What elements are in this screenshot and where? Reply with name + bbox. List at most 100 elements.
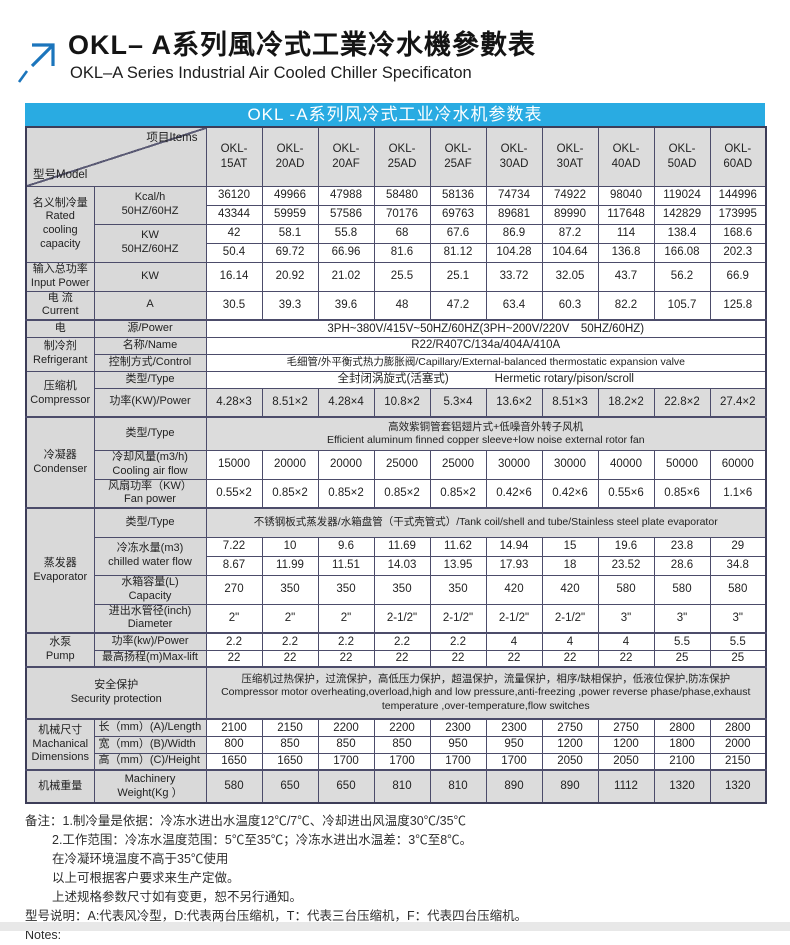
table-row: 8.67 11.99 11.51 14.03 13.95 17.93 18 23.52 28.6… — [26, 555, 767, 576]
data-cell: 1112 — [597, 769, 655, 804]
data-cell: 42 — [205, 223, 263, 244]
table-row: 最高扬程(m)Max-lift 22 22 22 22 22 22 22 22 25 25 — [26, 649, 767, 668]
data-cell: 8.67 — [205, 555, 263, 576]
row-label: KW 50HZ/60HZ — [93, 223, 207, 263]
data-cell: 2750 — [541, 718, 599, 737]
table-row: 宽（mm）(B)/Width 800 850 850 850 950 950 1200 120… — [26, 735, 767, 754]
data-cell: 89990 — [541, 204, 599, 225]
data-cell: 81.6 — [373, 242, 431, 263]
table-row: 电 源/Power 3PH~380V/415V~50HZ/60HZ(3PH~20… — [25, 319, 767, 338]
data-cell: 68 — [373, 223, 431, 244]
data-cell: 0.85×2 — [261, 478, 319, 509]
data-cell: 15000 — [205, 449, 263, 480]
data-cell: 1200 — [597, 735, 655, 754]
row-label: 制冷剂 Refrigerant — [25, 336, 95, 372]
data-cell: 18 — [541, 555, 599, 576]
data-cell: 3" — [597, 603, 655, 634]
data-cell: 5.5 — [653, 632, 711, 651]
data-cell: 2300 — [429, 718, 487, 737]
row-label: 功率(KW)/Power — [93, 387, 207, 418]
data-cell: 2000 — [709, 735, 767, 754]
data-cell: 144996 — [709, 185, 767, 206]
row-label: 源/Power — [93, 319, 207, 338]
data-cell: 22 — [597, 649, 655, 668]
data-cell: 47.2 — [429, 290, 487, 321]
bottom-strip — [0, 922, 790, 931]
corner-model-label: 型号Model — [33, 169, 88, 182]
data-cell: 800 — [205, 735, 263, 754]
row-label: 类型/Type — [93, 370, 207, 389]
data-cell: 43344 — [205, 204, 263, 225]
data-cell: 0.85×2 — [429, 478, 487, 509]
data-cell: 22 — [205, 649, 263, 668]
data-cell: 2200 — [373, 718, 431, 737]
data-cell: 14.03 — [373, 555, 431, 576]
data-cell: 2.2 — [205, 632, 263, 651]
table-row: 冷却风量(m3/h) Cooling air flow 15000 20000 20… — [26, 449, 767, 480]
data-cell: 11.51 — [317, 555, 375, 576]
data-cell: 119024 — [653, 185, 711, 206]
data-cell: 4.28×4 — [317, 387, 375, 418]
data-cell: 22 — [373, 649, 431, 668]
data-cell: 142829 — [653, 204, 711, 225]
data-cell: 3PH~380V/415V~50HZ/60HZ(3PH~200V/220V 50… — [205, 319, 767, 338]
data-cell: 350 — [261, 574, 319, 605]
data-cell: 63.4 — [485, 290, 543, 321]
data-cell: 580 — [653, 574, 711, 605]
data-cell: 1650 — [261, 752, 319, 771]
spec-table-wrap: OKL -A系列风冷式工业冷水机参数表 型号Model 项目Items OKL-… — [25, 103, 767, 804]
data-cell: 2" — [205, 603, 263, 634]
data-cell: 86.9 — [485, 223, 543, 244]
data-cell: 104.64 — [541, 242, 599, 263]
data-cell: 2100 — [653, 752, 711, 771]
data-cell: 1800 — [653, 735, 711, 754]
data-cell: 1320 — [653, 769, 711, 804]
data-cell: 57586 — [317, 204, 375, 225]
data-cell: 13.6×2 — [485, 387, 543, 418]
data-cell: 39.6 — [317, 290, 375, 321]
data-cell: 2" — [317, 603, 375, 634]
data-cell: 810 — [429, 769, 487, 804]
data-cell: 890 — [541, 769, 599, 804]
data-cell: 350 — [373, 574, 431, 605]
data-cell: 950 — [429, 735, 487, 754]
data-cell: 2100 — [205, 718, 263, 737]
data-cell: 17.93 — [485, 555, 543, 576]
data-cell: 104.28 — [485, 242, 543, 263]
data-cell: 89681 — [485, 204, 543, 225]
data-cell: 20.92 — [261, 261, 319, 292]
data-cell: 1700 — [373, 752, 431, 771]
data-cell: 4 — [541, 632, 599, 651]
data-cell: 67.6 — [429, 223, 487, 244]
data-cell: 0.85×6 — [653, 478, 711, 509]
data-cell: 34.8 — [709, 555, 767, 576]
table-row: 控制方式/Control 毛细管/外平衡式热力膨胀阀/Capillary/Ext… — [26, 353, 767, 372]
table-row: 制冷剂 Refrigerant 名称/Name R22/R407C/134a/4… — [25, 336, 767, 372]
data-cell: 58.1 — [261, 223, 319, 244]
data-cell: 2800 — [653, 718, 711, 737]
table-row: 安全保护 Security protection 压缩机过热保护，过流保护，高低… — [25, 666, 767, 720]
note-line: 2.工作范围：冷冻水温度范围：5℃至35℃；冷冻水进出水温差：3℃至8℃。 — [52, 833, 473, 847]
data-cell: 36120 — [205, 185, 263, 206]
data-cell: 1700 — [317, 752, 375, 771]
row-label: 冷凝器 Condenser — [25, 416, 95, 509]
data-cell: 22 — [429, 649, 487, 668]
data-cell: 56.2 — [653, 261, 711, 292]
data-cell: 27.4×2 — [709, 387, 767, 418]
data-cell: 47988 — [317, 185, 375, 206]
data-cell: 420 — [485, 574, 543, 605]
diagonal-divider — [27, 128, 205, 185]
data-cell: 2-1/2" — [429, 603, 487, 634]
table-row: 机械尺寸 Machanical Dimensions 长（mm）(A)/Leng… — [25, 718, 767, 771]
row-label: 长（mm）(A)/Length — [93, 718, 207, 737]
data-cell: 420 — [541, 574, 599, 605]
data-cell: 7.22 — [205, 536, 263, 557]
table-row: 水泵 Pump 功率(kw)/Power 2.2 2.2 2.2 2.2 2.2 4 4 4 5… — [25, 632, 767, 668]
table-row: 冷冻水量(m3) chilled water flow 7.22 10 9.6 11.… — [26, 536, 767, 576]
data-cell: OKL- 40AD — [597, 126, 655, 187]
data-cell: 2" — [261, 603, 319, 634]
row-label: 输入总功率 Input Power — [25, 261, 95, 292]
data-cell: 69763 — [429, 204, 487, 225]
data-cell: 2-1/2" — [373, 603, 431, 634]
row-label: 蒸发器 Evaporator — [25, 507, 95, 634]
